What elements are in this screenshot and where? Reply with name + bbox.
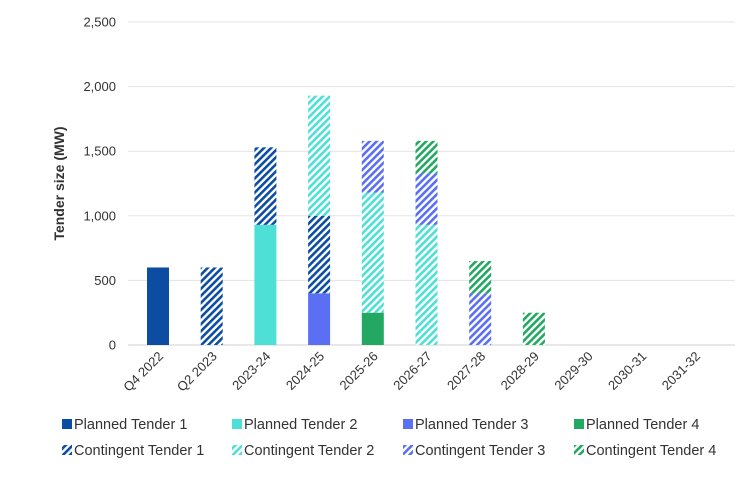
legend-label: Planned Tender 2 [244, 417, 357, 433]
legend-item-contingent-tender-1: Contingent Tender 1 [62, 443, 204, 459]
bar-contingent-tender-4-2026-27 [415, 140, 438, 174]
bar-contingent-tender-3-2027-28 [469, 293, 492, 345]
legend-item-planned-tender-2: Planned Tender 2 [232, 417, 357, 433]
x-tick-label: 2023-24 [229, 349, 273, 393]
legend-item-contingent-tender-2: Contingent Tender 2 [232, 443, 374, 459]
legend: Planned Tender 1 Planned Tender 2 Planned … [62, 417, 716, 459]
bar-planned-tender-2-2023-24 [254, 224, 277, 345]
x-tick-label: Q2 2023 [174, 349, 220, 395]
legend-swatch [574, 445, 584, 455]
legend-item-planned-tender-3: Planned Tender 3 [403, 417, 528, 433]
bar-contingent-tender-3-2026-27 [415, 173, 438, 225]
y-tick-label: 2,500 [83, 15, 116, 30]
x-tick-label: 2029-30 [551, 349, 595, 393]
bar-planned-tender-3-2024-25 [308, 293, 331, 345]
legend-label: Contingent Tender 2 [244, 443, 374, 459]
x-tick-label: 2026-27 [390, 349, 434, 393]
x-tick-label: 2030-31 [605, 349, 649, 393]
bars [147, 95, 545, 345]
legend-swatch [232, 419, 242, 429]
bar-contingent-tender-2-2025-26 [361, 192, 384, 313]
legend-swatch [403, 419, 413, 429]
bar-contingent-tender-2-2024-25 [308, 95, 331, 216]
legend-label: Planned Tender 1 [74, 417, 187, 433]
legend-swatch [574, 419, 584, 429]
bar-contingent-tender-4-2027-28 [469, 261, 492, 294]
legend-swatch [403, 445, 413, 455]
bar-contingent-tender-1-2023-24 [254, 147, 277, 225]
y-tick-label: 0 [109, 338, 116, 353]
x-tick-label: 2025-26 [337, 349, 381, 393]
bar-contingent-tender-3-2025-26 [361, 140, 384, 193]
bar-planned-tender-1-q4-2022 [147, 267, 169, 345]
legend-label: Planned Tender 4 [586, 417, 699, 433]
bar-planned-tender-4-2025-26 [361, 312, 384, 345]
legend-item-contingent-tender-3: Contingent Tender 3 [403, 443, 545, 459]
y-axis-title: Tender size (MW) [51, 126, 67, 240]
x-tick-label: 2028-29 [498, 349, 542, 393]
legend-label: Planned Tender 3 [415, 417, 528, 433]
bar-contingent-tender-2-2026-27 [415, 224, 438, 345]
bar-contingent-tender-1-2024-25 [308, 215, 331, 294]
x-tick-label: 2031-32 [659, 349, 703, 393]
y-tick-label: 1,500 [83, 144, 116, 159]
legend-item-contingent-tender-4: Contingent Tender 4 [574, 443, 716, 459]
legend-swatch [62, 445, 72, 455]
legend-label: Contingent Tender 3 [415, 443, 545, 459]
bar-contingent-tender-1-q2-2023 [200, 267, 223, 345]
bar-contingent-tender-4-2028-29 [522, 312, 545, 345]
legend-item-planned-tender-1: Planned Tender 1 [62, 417, 187, 433]
legend-swatch [62, 419, 72, 429]
x-tick-label: 2024-25 [283, 349, 327, 393]
y-tick-label: 2,000 [83, 79, 116, 94]
legend-label: Contingent Tender 4 [586, 443, 716, 459]
x-tick-label: 2027-28 [444, 349, 488, 393]
legend-swatch [232, 445, 242, 455]
x-tick-label: Q4 2022 [120, 349, 166, 395]
legend-item-planned-tender-4: Planned Tender 4 [574, 417, 699, 433]
legend-label: Contingent Tender 1 [74, 443, 204, 459]
y-tick-label: 500 [94, 273, 116, 288]
y-tick-label: 1,000 [83, 208, 116, 223]
